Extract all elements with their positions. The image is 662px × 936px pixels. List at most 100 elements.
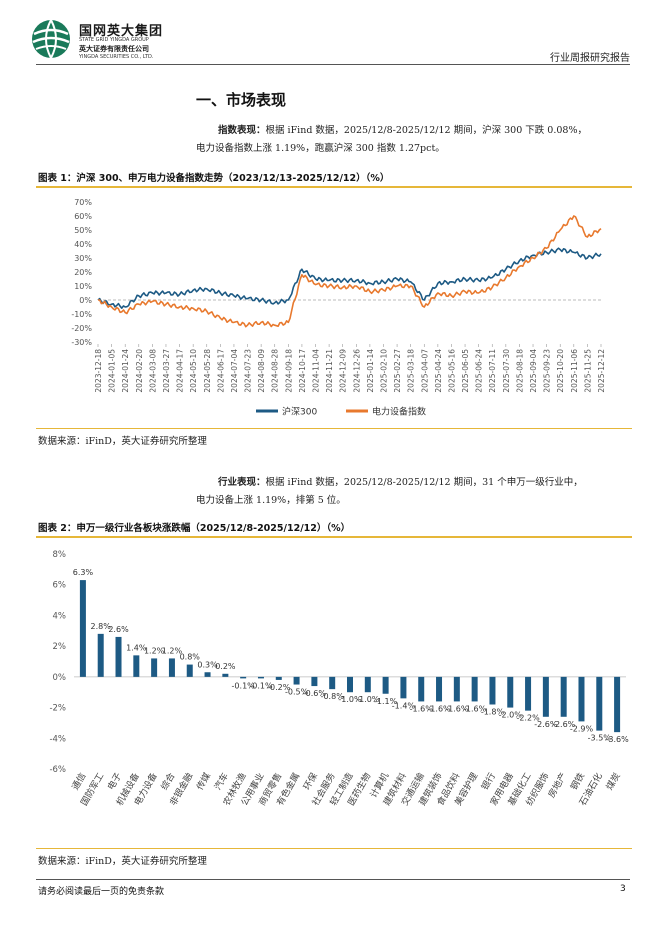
x-tick-label: 2024-08-09 [257, 349, 266, 393]
page-number: 3 [620, 884, 626, 894]
bar-value-label: 1.2% [144, 646, 165, 655]
bar-value-label: -1.0% [356, 695, 380, 704]
index-performance-line1: 根据 iFind 数据，2025/12/8-2025/12/12 期间，沪深 3… [265, 125, 587, 136]
legend-label: 沪深300 [282, 406, 317, 418]
x-tick-label: 2024-12-09 [339, 349, 348, 393]
bar-value-label: -2.6% [552, 720, 576, 729]
x-tick-label: 2025-07-11 [488, 349, 497, 393]
x-tick-label: 2024-07-04 [230, 349, 239, 393]
category-label: 环保 [301, 771, 320, 793]
bar-value-label: -1.6% [427, 704, 451, 713]
bar-value-label: -1.0% [338, 695, 362, 704]
figure1-source: 数据来源：iFinD，英大证券研究所整理 [38, 436, 207, 447]
bar [257, 676, 264, 679]
y-tick-label: 6% [53, 581, 67, 591]
bar-value-label: 1.4% [126, 643, 147, 652]
y-tick-label: 20% [74, 268, 92, 277]
index-performance-label: 指数表现： [218, 125, 266, 136]
y-tick-label: -4% [49, 734, 66, 744]
y-tick-label: 40% [74, 240, 92, 249]
bar-value-label: 2.6% [108, 625, 129, 634]
bar-value-label: -2.9% [570, 724, 594, 733]
x-tick-label: 2024-01-24 [121, 349, 130, 393]
figure1-bottom-rule [36, 428, 632, 429]
x-tick-label: 2024-03-27 [162, 349, 171, 393]
industry-performance-line2: 电力设备上涨 1.19%，排第 5 位。 [196, 495, 346, 506]
category-label: 汽车 [212, 771, 231, 793]
company-subsidiary-cn: 英大证券有限责任公司 [79, 45, 149, 53]
x-tick-label: 2024-12-26 [352, 349, 361, 393]
bar-value-label: 0.2% [215, 662, 236, 671]
bar-value-label: -0.5% [285, 688, 309, 697]
category-label: 钢铁 [568, 771, 587, 793]
bar [542, 676, 549, 717]
bar [151, 658, 158, 677]
bar [293, 676, 300, 685]
bar [97, 633, 104, 677]
bar-value-label: -0.1% [249, 681, 273, 690]
x-tick-label: 2025-01-14 [366, 349, 375, 393]
x-tick-label: 2024-05-10 [189, 349, 198, 393]
bar-value-label: 6.3% [73, 568, 94, 577]
bar-value-label: -0.2% [267, 683, 291, 692]
x-tick-label: 2025-02-27 [393, 349, 402, 393]
x-tick-label: 2024-11-04 [312, 349, 321, 393]
industry-performance-line1: 根据 iFind 数据，2025/12/8-2025/12/12 期间，31 个… [265, 477, 583, 488]
bar-value-label: -1.8% [481, 708, 505, 717]
x-tick-label: 2025-04-07 [420, 349, 429, 393]
bar-value-label: -1.6% [410, 704, 434, 713]
bar-chart: -6%-4%-2%0%2%4%6%8%6.3%通信2.8%国防军工2.6%电子1… [49, 550, 629, 808]
y-tick-label: -30% [71, 338, 92, 347]
x-tick-label: 2024-01-05 [108, 349, 117, 393]
bar [418, 676, 425, 702]
bar [578, 676, 585, 722]
bar [347, 676, 353, 693]
industry-performance-label: 行业表现： [218, 477, 266, 488]
series-line-hs300 [97, 247, 602, 309]
x-tick-label: 2024-06-17 [216, 349, 225, 393]
bar [275, 676, 282, 680]
index-performance-line2: 电力设备指数上涨 1.19%，跑赢沪深 300 指数 1.27pct。 [196, 143, 445, 154]
bar-value-label: 0.3% [197, 660, 218, 669]
category-label: 银行 [479, 771, 498, 793]
bar [364, 676, 371, 693]
bar-value-label: -2.0% [499, 711, 523, 720]
document-type: 行业周报研究报告 [550, 53, 630, 64]
bar [133, 655, 140, 677]
figure1-title: 图表 1：沪深 300、申万电力设备指数走势（2023/12/13-2025/1… [38, 173, 390, 184]
figure2-bottom-rule [36, 848, 632, 849]
x-tick-label: 2024-10-17 [298, 349, 307, 393]
bar [525, 676, 532, 711]
x-tick-label: 2024-03-08 [148, 349, 157, 393]
category-label: 通信 [69, 771, 88, 793]
footer-divider [36, 879, 630, 880]
bar [507, 676, 514, 708]
bar [204, 672, 211, 677]
bar-value-label: -1.1% [374, 697, 398, 706]
bar-value-label: -2.2% [516, 714, 540, 723]
bar-value-label: -3.6% [605, 735, 629, 744]
y-tick-label: 2% [53, 642, 67, 652]
y-tick-label: 10% [74, 282, 92, 291]
footer-disclaimer: 请务必阅读最后一页的免责条款 [38, 887, 165, 897]
company-name-en: STATE GRID YINGDA GROUP [79, 37, 149, 43]
x-tick-label: 2025-02-10 [379, 349, 388, 393]
category-label: 煤炭 [603, 771, 622, 793]
bar [489, 676, 496, 705]
company-logo [30, 18, 72, 60]
bar-value-label: -1.4% [392, 701, 416, 710]
y-tick-label: 0% [53, 673, 67, 683]
y-tick-label: -10% [71, 310, 92, 319]
bar-value-label: 1.2% [162, 646, 183, 655]
x-tick-label: 2024-08-28 [271, 349, 280, 393]
x-tick-label: 2024-11-21 [325, 349, 334, 393]
y-tick-label: 70% [74, 198, 92, 207]
y-tick-label: -6% [49, 765, 66, 775]
x-tick-label: 2025-05-16 [447, 349, 456, 393]
category-label: 综合 [158, 771, 177, 793]
bar-value-label: -1.6% [463, 704, 487, 713]
figure1-top-rule [36, 186, 632, 188]
x-tick-label: 2025-09-23 [543, 349, 552, 393]
bar [560, 676, 567, 717]
x-tick-label: 2025-03-18 [407, 349, 416, 393]
